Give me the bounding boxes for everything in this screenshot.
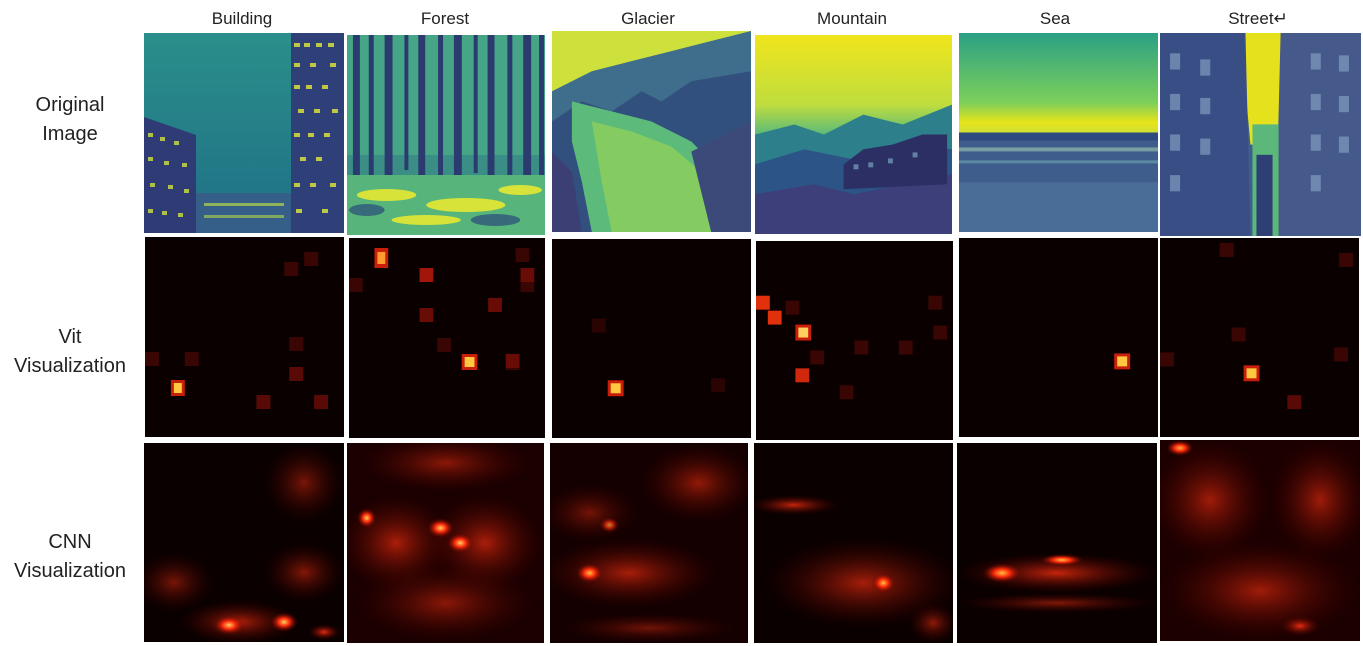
row-label-cnn: CNN Visualization — [14, 531, 126, 582]
vit-heatmap-sea — [959, 238, 1158, 437]
cnn-heatmap-forest — [347, 443, 544, 643]
vit-heatmap-street — [1160, 238, 1359, 437]
column-header-sea: Sea — [1039, 9, 1071, 28]
column-header-building: Building — [211, 9, 273, 28]
original-image-glacier — [552, 31, 751, 232]
row-label-original: Original Image — [35, 94, 105, 145]
vit-heatmap-glacier — [552, 239, 751, 438]
cnn-heatmap-sea — [957, 443, 1157, 643]
cnn-heatmap-glacier — [550, 443, 748, 643]
column-header-street: Street↵ — [1228, 9, 1288, 28]
original-image-street — [1160, 33, 1361, 236]
original-image-sea — [959, 33, 1158, 232]
column-header-mountain: Mountain — [817, 9, 887, 28]
cnn-heatmap-mountain — [754, 443, 953, 643]
original-image-forest — [347, 35, 545, 235]
original-image-building — [144, 33, 344, 233]
vit-heatmap-building — [145, 237, 344, 437]
vit-heatmap-forest — [349, 238, 545, 438]
cnn-heatmap-street — [1160, 440, 1360, 641]
row-label-vit: Vit Visualization — [14, 326, 126, 377]
column-header-forest: Forest — [420, 9, 470, 28]
original-image-mountain — [755, 35, 952, 234]
vit-heatmap-mountain — [756, 241, 953, 440]
cnn-heatmap-building — [144, 443, 344, 642]
column-header-glacier: Glacier — [621, 9, 675, 28]
